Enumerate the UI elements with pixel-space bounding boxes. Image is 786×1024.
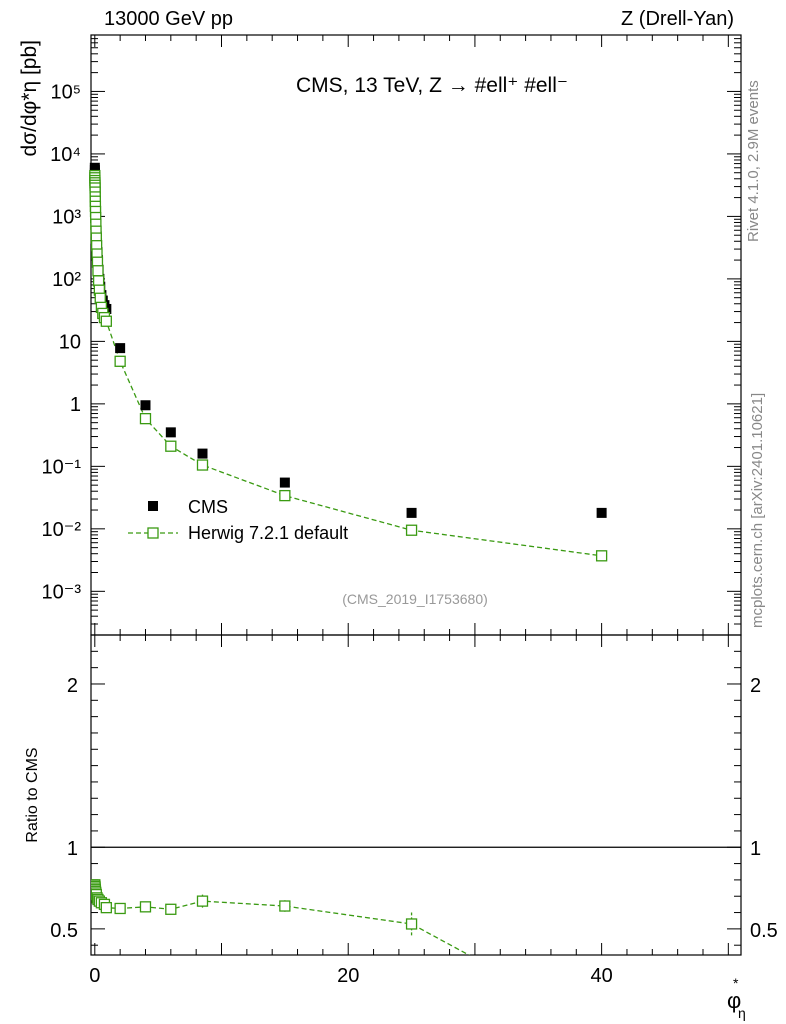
ratio-herwig-point xyxy=(100,902,112,914)
cms-data-point xyxy=(596,507,607,518)
ratio-herwig-point xyxy=(165,903,177,915)
y-axis-label: dσ/dφ*η [pb] xyxy=(18,40,41,156)
ratio-herwig-point xyxy=(114,902,126,915)
ratio-y-tick-label: 1 xyxy=(67,838,78,860)
herwig-point xyxy=(595,550,608,562)
ratio-y-axis-label: Ratio to CMS xyxy=(24,747,41,842)
legend-herwig-label: Herwig 7.2.1 default xyxy=(188,523,348,543)
y-tick-label: 10² xyxy=(52,269,81,291)
x-tick-label: 20 xyxy=(337,965,359,987)
cms-data-point xyxy=(279,477,290,488)
main-plot-frame xyxy=(90,34,742,636)
x-tick-label: 40 xyxy=(590,965,612,987)
ratio-y-tick-label-right: 1 xyxy=(750,838,761,860)
herwig-point xyxy=(114,355,126,367)
herwig-point xyxy=(165,440,177,452)
cms-data-point xyxy=(115,343,126,354)
herwig-point xyxy=(92,275,105,287)
ratio-y-tick-label: 0.5 xyxy=(50,920,78,942)
y-tick-label: 10⁻² xyxy=(42,519,82,541)
ratio-y-tick-label-right: 0.5 xyxy=(750,920,778,942)
y-tick-label: 10⁴ xyxy=(50,144,81,166)
header-process-label: Z (Drell-Yan) xyxy=(621,8,734,30)
x-axis-label: φ xyxy=(727,988,741,1013)
herwig-point xyxy=(139,412,152,425)
cms-data-point xyxy=(140,400,151,411)
ratio-herwig-point xyxy=(279,900,291,912)
y-tick-label: 10³ xyxy=(52,206,81,228)
cms-data-point xyxy=(165,427,176,438)
y-tick-label: 10⁻³ xyxy=(42,581,82,603)
chart-title: CMS, 13 TeV, Z → #ell⁺ #ell⁻ xyxy=(296,74,568,97)
ratio-y-tick-label: 2 xyxy=(67,675,78,697)
legend-cms-marker xyxy=(148,501,158,511)
herwig-point xyxy=(196,459,209,471)
x-tick-label: 0 xyxy=(89,965,100,987)
x-axis-label-star: * xyxy=(733,975,739,991)
x-axis-label-subscript: η xyxy=(738,1005,746,1021)
header-energy-label: 13000 GeV pp xyxy=(104,8,233,30)
cms-data-point xyxy=(197,448,208,459)
legend-cms-label: CMS xyxy=(188,497,228,517)
analysis-watermark: (CMS_2019_I1753680) xyxy=(342,591,488,607)
y-tick-label: 1 xyxy=(70,394,81,416)
ratio-y-tick-label-right: 2 xyxy=(750,675,761,697)
y-tick-label: 10⁻¹ xyxy=(42,456,82,478)
herwig-point xyxy=(100,315,112,327)
y-tick-label: 10⁵ xyxy=(50,81,81,103)
ratio-plot-frame xyxy=(90,634,742,956)
ratio-herwig-line xyxy=(94,884,471,955)
ratio-series-group xyxy=(91,879,471,955)
ratio-herwig-point xyxy=(139,901,152,913)
herwig-point xyxy=(279,489,291,502)
herwig-point xyxy=(92,265,104,277)
ratio-herwig-point xyxy=(196,895,209,907)
herwig-point xyxy=(405,524,418,536)
ratio-herwig-point xyxy=(405,918,418,930)
herwig-line xyxy=(94,175,602,557)
cms-data-point xyxy=(406,507,417,518)
legend-herwig-marker xyxy=(147,527,159,539)
y-tick-label: 10 xyxy=(59,331,81,353)
